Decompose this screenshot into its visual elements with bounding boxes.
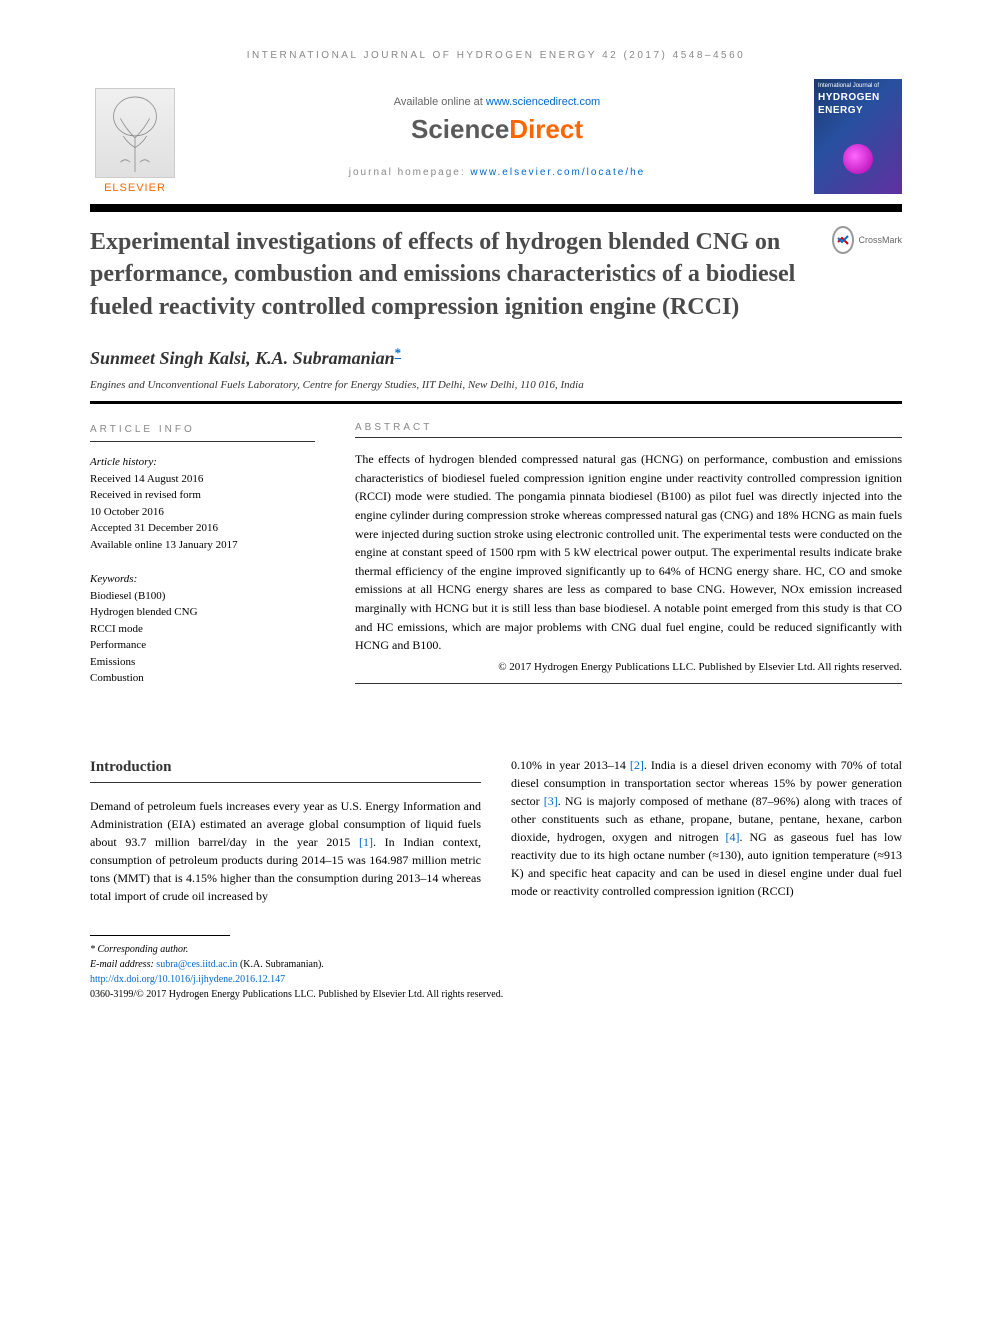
keyword-1: Biodiesel (B100) [90, 588, 315, 605]
history-label: Article history: [90, 454, 315, 471]
abstract-rule [355, 437, 902, 438]
body-columns: Introduction Demand of petroleum fuels i… [90, 756, 902, 906]
top-header: ELSEVIER Available online at www.science… [90, 79, 902, 194]
sciencedirect-logo[interactable]: ScienceDirect [200, 114, 794, 145]
cover-subtitle: International Journal of [818, 83, 898, 90]
cover-graphic-icon [843, 144, 873, 174]
keyword-3: RCCI mode [90, 621, 315, 638]
homepage-label: journal homepage: [349, 167, 471, 178]
journal-cover[interactable]: International Journal of HYDROGEN ENERGY [814, 79, 902, 194]
article-title: Experimental investigations of effects o… [90, 226, 812, 323]
abstract-copyright: © 2017 Hydrogen Energy Publications LLC.… [355, 661, 902, 673]
running-head: INTERNATIONAL JOURNAL OF HYDROGEN ENERGY… [90, 50, 902, 61]
author-1: Sunmeet Singh Kalsi [90, 348, 246, 368]
history-revised-2: 10 October 2016 [90, 504, 315, 521]
crossmark-badge[interactable]: CrossMark [832, 226, 902, 254]
keyword-2: Hydrogen blended CNG [90, 604, 315, 621]
abstract-text: The effects of hydrogen blended compress… [355, 450, 902, 655]
corresponding-author-note: * Corresponding author. [90, 942, 902, 957]
ref-link-3[interactable]: [3] [544, 794, 558, 808]
info-rule [90, 441, 315, 442]
available-text: Available online at [394, 96, 486, 108]
ref-link-4[interactable]: [4] [726, 830, 740, 844]
email-suffix: (K.A. Subramanian). [237, 959, 323, 970]
column-left: Introduction Demand of petroleum fuels i… [90, 756, 481, 906]
sd-suffix: Direct [509, 114, 583, 144]
history-accepted: Accepted 31 December 2016 [90, 520, 315, 537]
history-online: Available online 13 January 2017 [90, 537, 315, 554]
doi-link[interactable]: http://dx.doi.org/10.1016/j.ijhydene.201… [90, 974, 285, 985]
section-heading-intro: Introduction [90, 756, 481, 784]
footer: * Corresponding author. E-mail address: … [90, 929, 902, 1002]
sciencedirect-link[interactable]: www.sciencedirect.com [486, 96, 600, 108]
article-info: ARTICLE INFO Article history: Received 1… [90, 422, 315, 696]
column-right: 0.10% in year 2013–14 [2]. India is a di… [511, 756, 902, 906]
journal-homepage: journal homepage: www.elsevier.com/locat… [200, 167, 794, 178]
affiliation: Engines and Unconventional Fuels Laborat… [90, 379, 902, 391]
divider-bar-thin [90, 401, 902, 404]
abstract-heading: ABSTRACT [355, 422, 902, 433]
abstract-rule-bottom [355, 683, 902, 684]
keywords-label: Keywords: [90, 571, 315, 588]
intro-paragraph-1: Demand of petroleum fuels increases ever… [90, 797, 481, 905]
issn-copyright: 0360-3199/© 2017 Hydrogen Energy Publica… [90, 987, 902, 1002]
corresponding-marker[interactable]: * [395, 345, 402, 360]
email-label: E-mail address: [90, 959, 156, 970]
cover-title-2: ENERGY [818, 105, 898, 116]
elsevier-logo[interactable]: ELSEVIER [90, 79, 180, 194]
intro-paragraph-2: 0.10% in year 2013–14 [2]. India is a di… [511, 756, 902, 900]
ref-link-2[interactable]: [2] [630, 758, 644, 772]
keyword-5: Emissions [90, 654, 315, 671]
abstract: ABSTRACT The effects of hydrogen blended… [355, 422, 902, 696]
center-header: Available online at www.sciencedirect.co… [200, 79, 794, 194]
email-link[interactable]: subra@ces.iitd.ac.in [156, 959, 237, 970]
keyword-6: Combustion [90, 670, 315, 687]
cover-title-1: HYDROGEN [818, 92, 898, 103]
authors: Sunmeet Singh Kalsi, K.A. Subramanian* [90, 345, 902, 369]
elsevier-label: ELSEVIER [104, 182, 166, 194]
footer-rule [90, 935, 230, 936]
info-heading: ARTICLE INFO [90, 422, 315, 437]
elsevier-tree-icon [95, 88, 175, 178]
email-line: E-mail address: subra@ces.iitd.ac.in (K.… [90, 957, 902, 972]
crossmark-icon [832, 226, 854, 254]
ref-link-1[interactable]: [1] [359, 835, 373, 849]
sd-prefix: Science [411, 114, 509, 144]
history-received: Received 14 August 2016 [90, 471, 315, 488]
history-revised-1: Received in revised form [90, 487, 315, 504]
keyword-4: Performance [90, 637, 315, 654]
author-2: K.A. Subramanian [255, 348, 395, 368]
divider-bar-thick [90, 204, 902, 212]
available-online: Available online at www.sciencedirect.co… [200, 96, 794, 108]
text-seg-2a: 0.10% in year 2013–14 [511, 758, 630, 772]
homepage-link[interactable]: www.elsevier.com/locate/he [470, 167, 645, 178]
crossmark-label: CrossMark [858, 235, 902, 245]
